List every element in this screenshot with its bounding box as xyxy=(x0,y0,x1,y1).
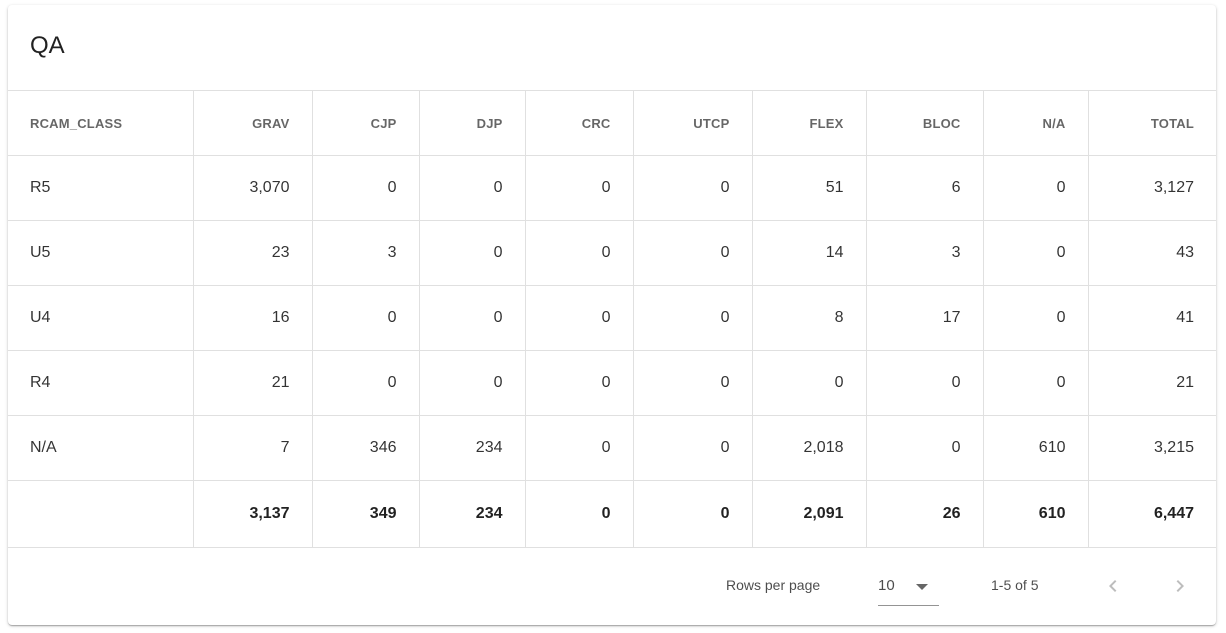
totals-cell: 610 xyxy=(983,480,1089,548)
totals-cell: 0 xyxy=(633,480,753,548)
table-cell: 43 xyxy=(1088,220,1216,286)
totals-cell: 234 xyxy=(419,480,526,548)
totals-cell: 0 xyxy=(525,480,634,548)
table-row: R4 21 0 0 0 0 0 0 0 21 xyxy=(8,350,1216,416)
table-cell: 14 xyxy=(752,220,867,286)
rows-per-page-label: Rows per page xyxy=(726,577,821,593)
table-cell: 0 xyxy=(419,220,526,286)
table-cell: 0 xyxy=(633,285,753,351)
table-cell: 3 xyxy=(312,220,420,286)
table-cell: 3 xyxy=(866,220,984,286)
table-cell: 21 xyxy=(193,350,313,416)
table-cell: 0 xyxy=(633,415,753,481)
next-page-button[interactable] xyxy=(1162,568,1198,604)
table-cell: R4 xyxy=(8,350,194,416)
column-header-na[interactable]: N/A xyxy=(983,91,1089,156)
table-cell: 0 xyxy=(983,220,1089,286)
table-cell: 3,070 xyxy=(193,155,313,221)
table-cell: 16 xyxy=(193,285,313,351)
table-cell: 17 xyxy=(866,285,984,351)
totals-cell: 2,091 xyxy=(752,480,867,548)
table-cell: 0 xyxy=(525,220,634,286)
totals-row: 3,137 349 234 0 0 2,091 26 610 6,447 xyxy=(8,480,1216,548)
table-cell: R5 xyxy=(8,155,194,221)
table-cell: 0 xyxy=(983,155,1089,221)
column-header-crc[interactable]: CRC xyxy=(525,91,634,156)
table-cell: U5 xyxy=(8,220,194,286)
table-cell: 0 xyxy=(525,415,634,481)
previous-page-button[interactable] xyxy=(1095,568,1131,604)
table-cell: 3,127 xyxy=(1088,155,1216,221)
table-cell: 51 xyxy=(752,155,867,221)
table-cell: 8 xyxy=(752,285,867,351)
table-cell: 0 xyxy=(983,350,1089,416)
column-header-flex[interactable]: FLEX xyxy=(752,91,867,156)
pagination-range: 1-5 of 5 xyxy=(991,577,1039,593)
totals-cell: 26 xyxy=(866,480,984,548)
table-row: N/A 7 346 234 0 0 2,018 0 610 3,215 xyxy=(8,415,1216,481)
table-cell: U4 xyxy=(8,285,194,351)
pagination-footer: Rows per page 10 1-5 of 5 xyxy=(8,548,1216,625)
table-row: U5 23 3 0 0 0 14 3 0 43 xyxy=(8,220,1216,286)
column-header-rcam-class[interactable]: RCAM_CLASS xyxy=(8,91,194,156)
table-cell: 0 xyxy=(525,350,634,416)
column-header-utcp[interactable]: UTCP xyxy=(633,91,753,156)
table-cell: 0 xyxy=(633,350,753,416)
column-header-djp[interactable]: DJP xyxy=(419,91,526,156)
table-cell: 610 xyxy=(983,415,1089,481)
totals-cell: 349 xyxy=(312,480,420,548)
card-title: QA xyxy=(8,5,1216,91)
table-cell: 0 xyxy=(419,350,526,416)
table-cell: 0 xyxy=(312,350,420,416)
chevron-left-icon xyxy=(1109,580,1117,592)
column-header-cjp[interactable]: CJP xyxy=(312,91,420,156)
table-row: R5 3,070 0 0 0 0 51 6 0 3,127 xyxy=(8,155,1216,221)
table-cell: 6 xyxy=(866,155,984,221)
table-cell: 0 xyxy=(419,285,526,351)
column-header-total[interactable]: TOTAL xyxy=(1088,91,1216,156)
qa-card: QA RCAM_CLASS GRAV CJP DJP CRC UTCP FLEX xyxy=(8,5,1216,625)
table-cell: 21 xyxy=(1088,350,1216,416)
header-row: RCAM_CLASS GRAV CJP DJP CRC UTCP FLEX BL… xyxy=(8,91,1216,156)
table-cell: 0 xyxy=(525,285,634,351)
totals-cell: 3,137 xyxy=(193,480,313,548)
table-cell: 0 xyxy=(312,155,420,221)
table-cell: 0 xyxy=(866,415,984,481)
table-cell: 7 xyxy=(193,415,313,481)
table-cell: 0 xyxy=(525,155,634,221)
table-cell: N/A xyxy=(8,415,194,481)
column-header-bloc[interactable]: BLOC xyxy=(866,91,984,156)
table-cell: 346 xyxy=(312,415,420,481)
table-cell: 23 xyxy=(193,220,313,286)
qa-table: RCAM_CLASS GRAV CJP DJP CRC UTCP FLEX BL… xyxy=(8,91,1216,548)
table-cell: 0 xyxy=(312,285,420,351)
chevron-right-icon xyxy=(1176,580,1184,592)
table-cell: 2,018 xyxy=(752,415,867,481)
table-cell: 234 xyxy=(419,415,526,481)
table-cell: 3,215 xyxy=(1088,415,1216,481)
rows-per-page-value: 10 xyxy=(878,577,895,594)
table-cell: 0 xyxy=(633,220,753,286)
table-cell: 41 xyxy=(1088,285,1216,351)
table-row: U4 16 0 0 0 0 8 17 0 41 xyxy=(8,285,1216,351)
table-cell: 0 xyxy=(419,155,526,221)
table-cell: 0 xyxy=(866,350,984,416)
table-cell: 0 xyxy=(633,155,753,221)
totals-cell xyxy=(8,480,194,548)
table-cell: 0 xyxy=(983,285,1089,351)
column-header-grav[interactable]: GRAV xyxy=(193,91,313,156)
rows-per-page-select[interactable]: 10 xyxy=(878,570,939,606)
table-cell: 0 xyxy=(752,350,867,416)
totals-cell: 6,447 xyxy=(1088,480,1216,548)
dropdown-arrow-icon xyxy=(916,584,928,590)
